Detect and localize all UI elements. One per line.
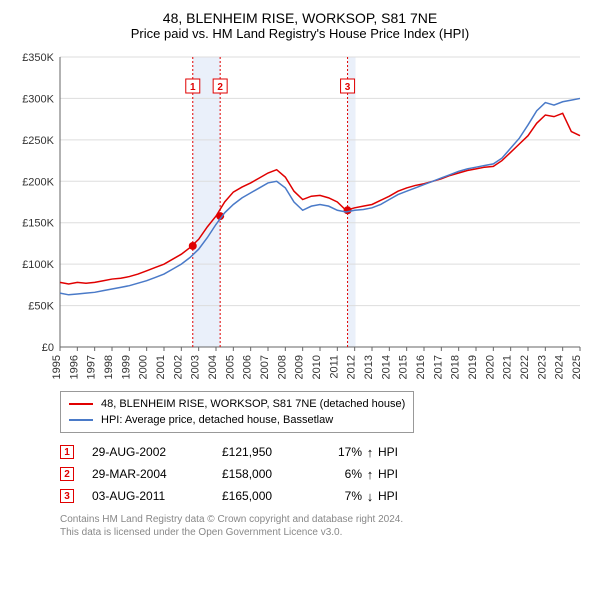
- svg-text:1: 1: [190, 82, 196, 93]
- svg-text:2013: 2013: [363, 355, 375, 379]
- sale-hpi-label: HPI: [378, 467, 418, 481]
- arrow-up-icon: ↑: [362, 445, 378, 460]
- sale-date: 03-AUG-2011: [92, 489, 222, 503]
- title-address: 48, BLENHEIM RISE, WORKSOP, S81 7NE: [10, 10, 590, 26]
- svg-text:£200K: £200K: [22, 176, 54, 188]
- svg-text:2015: 2015: [398, 355, 410, 379]
- sale-pct: 17%: [322, 445, 362, 459]
- svg-text:1995: 1995: [51, 355, 63, 379]
- svg-text:3: 3: [345, 82, 351, 93]
- sale-price: £121,950: [222, 445, 322, 459]
- sales-table: 129-AUG-2002£121,95017%↑HPI229-MAR-2004£…: [60, 441, 570, 507]
- svg-text:2018: 2018: [450, 355, 462, 379]
- svg-text:2010: 2010: [311, 355, 323, 379]
- svg-text:£150K: £150K: [22, 218, 54, 230]
- sale-row: 2 29-MAR-2004£158,0006%↑HPI: [60, 463, 570, 485]
- svg-text:2019: 2019: [467, 355, 479, 379]
- svg-text:2004: 2004: [207, 355, 219, 379]
- svg-text:2008: 2008: [276, 355, 288, 379]
- svg-text:£300K: £300K: [22, 93, 54, 105]
- svg-text:2002: 2002: [172, 355, 184, 379]
- svg-text:£350K: £350K: [22, 52, 54, 64]
- plot-area: £0 £50K £100K £150K £200K £250K £300K £350K 1995…: [10, 47, 590, 387]
- svg-text:2020: 2020: [484, 355, 496, 379]
- sale-marker-box: 2: [60, 467, 74, 481]
- svg-text:2017: 2017: [432, 355, 444, 379]
- legend-label: 48, BLENHEIM RISE, WORKSOP, S81 7NE (det…: [101, 398, 405, 410]
- legend-row: HPI: Average price, detached house, Bass…: [69, 412, 405, 428]
- attribution-line1: Contains HM Land Registry data © Crown c…: [60, 513, 570, 526]
- attribution-line2: This data is licensed under the Open Gov…: [60, 526, 570, 539]
- sale-price: £158,000: [222, 467, 322, 481]
- legend-row: 48, BLENHEIM RISE, WORKSOP, S81 7NE (det…: [69, 396, 405, 412]
- svg-text:2: 2: [217, 82, 223, 93]
- svg-text:2025: 2025: [571, 355, 583, 379]
- title-block: 48, BLENHEIM RISE, WORKSOP, S81 7NE Pric…: [10, 10, 590, 41]
- legend: 48, BLENHEIM RISE, WORKSOP, S81 7NE (det…: [60, 391, 414, 433]
- svg-text:2003: 2003: [190, 355, 202, 379]
- svg-text:2005: 2005: [224, 355, 236, 379]
- svg-text:2016: 2016: [415, 355, 427, 379]
- arrow-up-icon: ↑: [362, 467, 378, 482]
- svg-text:£100K: £100K: [22, 259, 54, 271]
- svg-text:£50K: £50K: [28, 301, 54, 313]
- sale-marker-box: 1: [60, 445, 74, 459]
- svg-text:1997: 1997: [86, 355, 98, 379]
- sale-marker-box: 3: [60, 489, 74, 503]
- title-subtitle: Price paid vs. HM Land Registry's House …: [10, 26, 590, 41]
- svg-text:2001: 2001: [155, 355, 167, 379]
- svg-text:2011: 2011: [328, 355, 340, 379]
- svg-text:2007: 2007: [259, 355, 271, 379]
- legend-swatch: [69, 419, 93, 421]
- legend-swatch: [69, 403, 93, 405]
- svg-text:1996: 1996: [68, 355, 80, 379]
- sale-pct: 7%: [322, 489, 362, 503]
- svg-text:2006: 2006: [242, 355, 254, 379]
- arrow-down-icon: ↓: [362, 489, 378, 504]
- chart-container: 48, BLENHEIM RISE, WORKSOP, S81 7NE Pric…: [10, 10, 590, 539]
- svg-text:1998: 1998: [103, 355, 115, 379]
- svg-text:2021: 2021: [502, 355, 514, 379]
- sale-row: 3 03-AUG-2011£165,0007%↓HPI: [60, 485, 570, 507]
- svg-text:2000: 2000: [138, 355, 150, 379]
- svg-text:2023: 2023: [536, 355, 548, 379]
- svg-text:£250K: £250K: [22, 135, 54, 147]
- svg-text:£0: £0: [42, 342, 54, 354]
- sale-hpi-label: HPI: [378, 489, 418, 503]
- chart-svg: £0 £50K £100K £150K £200K £250K £300K £350K 1995…: [10, 47, 590, 387]
- sale-price: £165,000: [222, 489, 322, 503]
- svg-text:2022: 2022: [519, 355, 531, 379]
- sale-hpi-label: HPI: [378, 445, 418, 459]
- svg-text:2014: 2014: [380, 355, 392, 379]
- sale-date: 29-MAR-2004: [92, 467, 222, 481]
- svg-text:2024: 2024: [554, 355, 566, 379]
- sale-row: 1 29-AUG-2002£121,95017%↑HPI: [60, 441, 570, 463]
- legend-label: HPI: Average price, detached house, Bass…: [101, 414, 333, 426]
- sale-pct: 6%: [322, 467, 362, 481]
- svg-text:2012: 2012: [346, 355, 358, 379]
- svg-text:2009: 2009: [294, 355, 306, 379]
- attribution: Contains HM Land Registry data © Crown c…: [60, 513, 570, 539]
- sale-date: 29-AUG-2002: [92, 445, 222, 459]
- svg-text:1999: 1999: [120, 355, 132, 379]
